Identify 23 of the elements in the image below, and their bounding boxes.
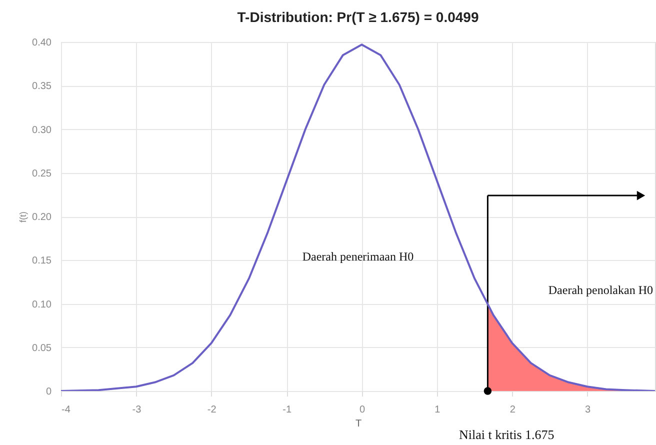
y-axis-title: f(t) (18, 212, 28, 222)
annotation: Daerah penerimaan H0 (302, 250, 414, 264)
y-tick-label: 0 (46, 386, 52, 398)
y-tick-label: 0.35 (32, 81, 52, 92)
x-tick-label: 2 (510, 404, 516, 416)
y-tick-label: 0.40 (32, 38, 52, 48)
x-tick-label: -3 (132, 404, 142, 416)
x-tick-label: -2 (207, 404, 217, 416)
y-tick-label: 0.30 (32, 124, 52, 136)
x-tick-label: -4 (62, 404, 71, 416)
x-tick-label: 1 (434, 404, 441, 416)
x-tick-label: -1 (282, 404, 292, 416)
x-axis-title: T (355, 418, 362, 430)
x-tick-label: 0 (359, 404, 366, 416)
text: Nilai t kritis 1.675 (458, 427, 554, 442)
y-tick-label: 0.25 (32, 168, 52, 180)
y-tick-label: 0.20 (32, 212, 52, 223)
chart-title: T-Distribution: Pr(T ≥ 1.675) = 0.0499 (237, 9, 479, 25)
x-tick-label: 3 (585, 404, 592, 416)
y-tick-label: 0.15 (32, 256, 52, 267)
y-tick-label: 0.10 (32, 299, 52, 310)
annotation: Daerah penolakan H0 (548, 282, 653, 297)
y-tick-label: 0.05 (32, 342, 52, 354)
